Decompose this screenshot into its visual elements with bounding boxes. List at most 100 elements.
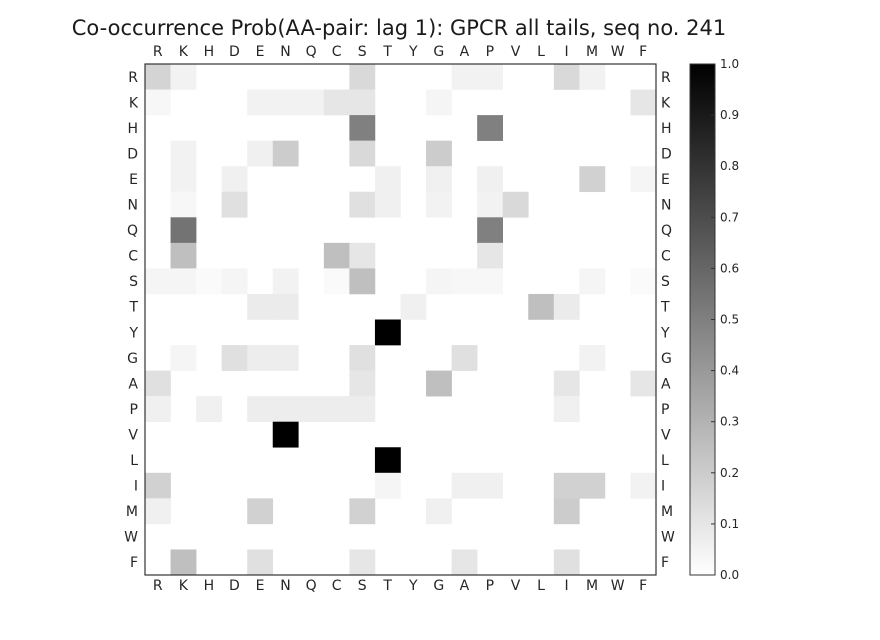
heatmap-cell-A-I bbox=[553, 370, 580, 397]
heatmap-cell-G-N bbox=[272, 345, 299, 371]
heatmap-cell-R-M bbox=[579, 64, 606, 90]
x-tick-bottom-F: F bbox=[639, 578, 647, 594]
heatmap-cell-E-P bbox=[477, 166, 503, 193]
heatmap-cell-K-F bbox=[630, 89, 657, 116]
heatmap-cell-D-N bbox=[272, 140, 299, 167]
y-tick-right-G: G bbox=[661, 351, 672, 367]
heatmap-cell-K-C bbox=[323, 89, 350, 116]
heatmap-cell-T-Y bbox=[400, 293, 427, 320]
colorbar-tick-label-0.3: 0.3 bbox=[720, 415, 739, 429]
colorbar-tick-label-1.0: 1.0 bbox=[720, 57, 739, 71]
heatmap-cell-S-A bbox=[451, 268, 478, 295]
y-tick-right-Y: Y bbox=[660, 325, 670, 341]
y-tick-right-Q: Q bbox=[661, 223, 672, 239]
x-tick-top-F: F bbox=[639, 44, 647, 60]
heatmap-cell-E-M bbox=[579, 166, 606, 193]
heatmap-cell-K-R bbox=[145, 89, 171, 116]
heatmap-cell-I-A bbox=[451, 472, 478, 499]
colorbar-ticks: 0.0 0.1 0.2 0.3 0.4 0.5 0.6 0.7 0.8 0.9 1.0 bbox=[711, 57, 739, 582]
x-tick-bottom-M: M bbox=[586, 578, 598, 594]
heatmap-cell-R-P bbox=[477, 64, 503, 90]
y-tick-left-M: M bbox=[126, 504, 138, 520]
heatmap-cell-I-M bbox=[579, 472, 606, 499]
heatmap-cell-C-S bbox=[349, 242, 376, 269]
heatmap-cell-M-E bbox=[247, 498, 274, 525]
y-tick-right-M: M bbox=[661, 504, 673, 520]
x-tick-top-K: K bbox=[179, 44, 189, 60]
y-tick-right-H: H bbox=[661, 121, 672, 137]
heatmap-cell-N-S bbox=[349, 191, 376, 218]
y-tick-right-C: C bbox=[661, 249, 671, 265]
heatmap-cell-P-H bbox=[196, 396, 222, 422]
x-tick-bottom-S: S bbox=[358, 578, 367, 594]
x-tick-bottom-K: K bbox=[179, 578, 189, 594]
heatmap-cell-G-A bbox=[451, 345, 478, 371]
y-tick-right-E: E bbox=[661, 172, 670, 188]
colorbar-tick-label-0.7: 0.7 bbox=[720, 210, 739, 224]
x-tick-bottom-G: G bbox=[433, 578, 444, 594]
y-tick-left-F: F bbox=[130, 555, 138, 571]
heatmap-cell-I-R bbox=[145, 472, 171, 499]
y-tick-left-A: A bbox=[128, 376, 138, 392]
x-tick-top-N: N bbox=[280, 44, 290, 60]
heatmap-cell-D-E bbox=[247, 140, 274, 167]
heatmap-cell-A-R bbox=[145, 370, 171, 397]
heatmap-cell-S-K bbox=[170, 268, 197, 295]
heatmap-cell-N-P bbox=[477, 191, 503, 218]
heatmap-cell-D-S bbox=[349, 140, 376, 167]
heatmap-cell-G-E bbox=[247, 345, 274, 371]
colorbar bbox=[689, 63, 716, 576]
y-tick-left-R: R bbox=[128, 70, 138, 86]
x-tick-top-H: H bbox=[204, 44, 215, 60]
y-tick-left-C: C bbox=[128, 249, 138, 265]
y-tick-right-F: F bbox=[661, 555, 669, 571]
heatmap-cell-Q-K bbox=[170, 217, 197, 244]
heatmap-cell-E-G bbox=[426, 166, 452, 193]
heatmap-cell-S-M bbox=[579, 268, 606, 295]
y-tick-right-R: R bbox=[661, 70, 671, 86]
y-tick-right-W: W bbox=[661, 530, 675, 546]
y-tick-right-A: A bbox=[661, 376, 671, 392]
x-tick-bottom-C: C bbox=[332, 578, 342, 594]
heatmap-cell-S-P bbox=[477, 268, 503, 295]
heatmap-cell-P-R bbox=[145, 396, 171, 422]
heatmap-cell-E-T bbox=[374, 166, 401, 193]
heatmap-cell-F-A bbox=[451, 549, 478, 576]
heatmap-cell-A-S bbox=[349, 370, 376, 397]
x-tick-bottom-P: P bbox=[486, 578, 494, 594]
x-tick-bottom-H: H bbox=[204, 578, 215, 594]
y-tick-left-G: G bbox=[127, 351, 138, 367]
heatmap-cell-G-K bbox=[170, 345, 197, 371]
axis-ticks: RRKKHHDDEENNQQCCSSTTYYGGAAPPVVLLIIMMWWFF… bbox=[124, 44, 675, 594]
heatmap-cell-N-T bbox=[374, 191, 401, 218]
x-tick-bottom-L: L bbox=[537, 578, 545, 594]
colorbar-tick-label-0.8: 0.8 bbox=[720, 159, 739, 173]
heatmap-cell-C-C bbox=[323, 242, 350, 269]
heatmap-cell-I-P bbox=[477, 472, 503, 499]
heatmap-cell-T-L bbox=[528, 293, 555, 320]
heatmap-cell-Q-P bbox=[477, 217, 503, 244]
heatmap-cell-S-D bbox=[221, 268, 248, 295]
x-tick-top-Y: Y bbox=[408, 44, 418, 60]
x-tick-top-D: D bbox=[229, 44, 240, 60]
heatmap-cell-K-S bbox=[349, 89, 376, 116]
heatmap-cell-R-K bbox=[170, 64, 197, 90]
x-tick-top-C: C bbox=[332, 44, 342, 60]
x-tick-top-I: I bbox=[565, 44, 569, 60]
x-tick-top-R: R bbox=[153, 44, 163, 60]
heatmap-cell-K-Q bbox=[298, 89, 325, 116]
colorbar-tick-label-0.0: 0.0 bbox=[720, 568, 739, 582]
x-tick-bottom-E: E bbox=[256, 578, 265, 594]
heatmap-cell-N-K bbox=[170, 191, 197, 218]
y-tick-left-H: H bbox=[127, 121, 138, 137]
y-tick-left-S: S bbox=[129, 274, 138, 290]
y-tick-right-K: K bbox=[661, 95, 671, 111]
colorbar-tick-label-0.2: 0.2 bbox=[720, 466, 739, 480]
heatmap-cells bbox=[145, 64, 657, 576]
colorbar-tick-label-0.4: 0.4 bbox=[720, 364, 739, 378]
y-tick-left-N: N bbox=[128, 198, 138, 214]
colorbar-tick-label-0.9: 0.9 bbox=[720, 108, 739, 122]
heatmap-cell-M-R bbox=[145, 498, 171, 525]
x-tick-top-S: S bbox=[358, 44, 367, 60]
x-tick-top-A: A bbox=[460, 44, 470, 60]
